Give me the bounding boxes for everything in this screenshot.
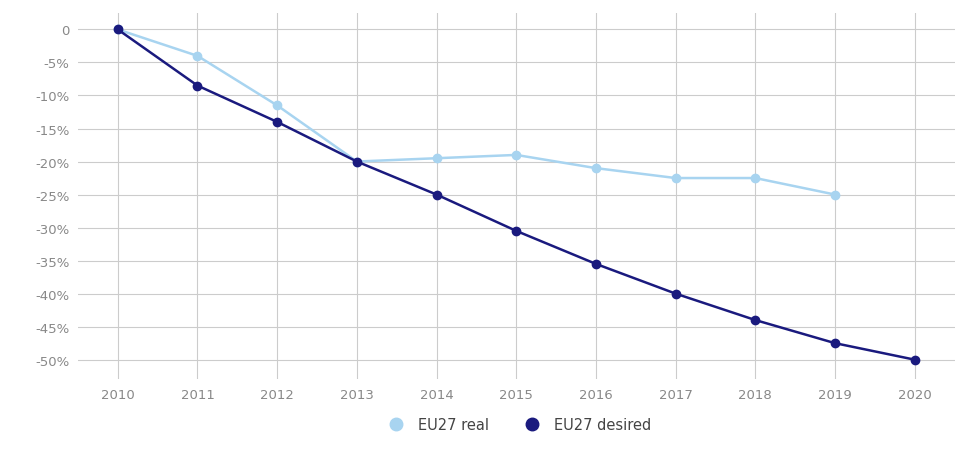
EU27 real — [351, 159, 362, 165]
EU27 desired — [351, 159, 362, 165]
EU27 real — [431, 156, 442, 162]
EU27 desired — [272, 120, 283, 125]
Legend: EU27 real, EU27 desired: EU27 real, EU27 desired — [375, 412, 657, 438]
EU27 desired — [749, 318, 761, 323]
EU27 desired — [192, 84, 204, 89]
EU27 real — [272, 103, 283, 109]
Line: EU27 real: EU27 real — [114, 26, 840, 199]
EU27 desired — [510, 229, 522, 234]
EU27 real — [112, 28, 124, 33]
EU27 desired — [590, 262, 602, 267]
EU27 desired — [112, 28, 124, 33]
EU27 desired — [909, 357, 920, 363]
EU27 desired — [829, 341, 841, 346]
EU27 real — [192, 54, 204, 60]
Line: EU27 desired: EU27 desired — [114, 26, 918, 364]
EU27 desired — [431, 192, 442, 198]
EU27 real — [749, 176, 761, 181]
EU27 desired — [670, 291, 682, 297]
EU27 real — [510, 153, 522, 158]
EU27 real — [670, 176, 682, 181]
EU27 real — [590, 166, 602, 172]
EU27 real — [829, 192, 841, 198]
